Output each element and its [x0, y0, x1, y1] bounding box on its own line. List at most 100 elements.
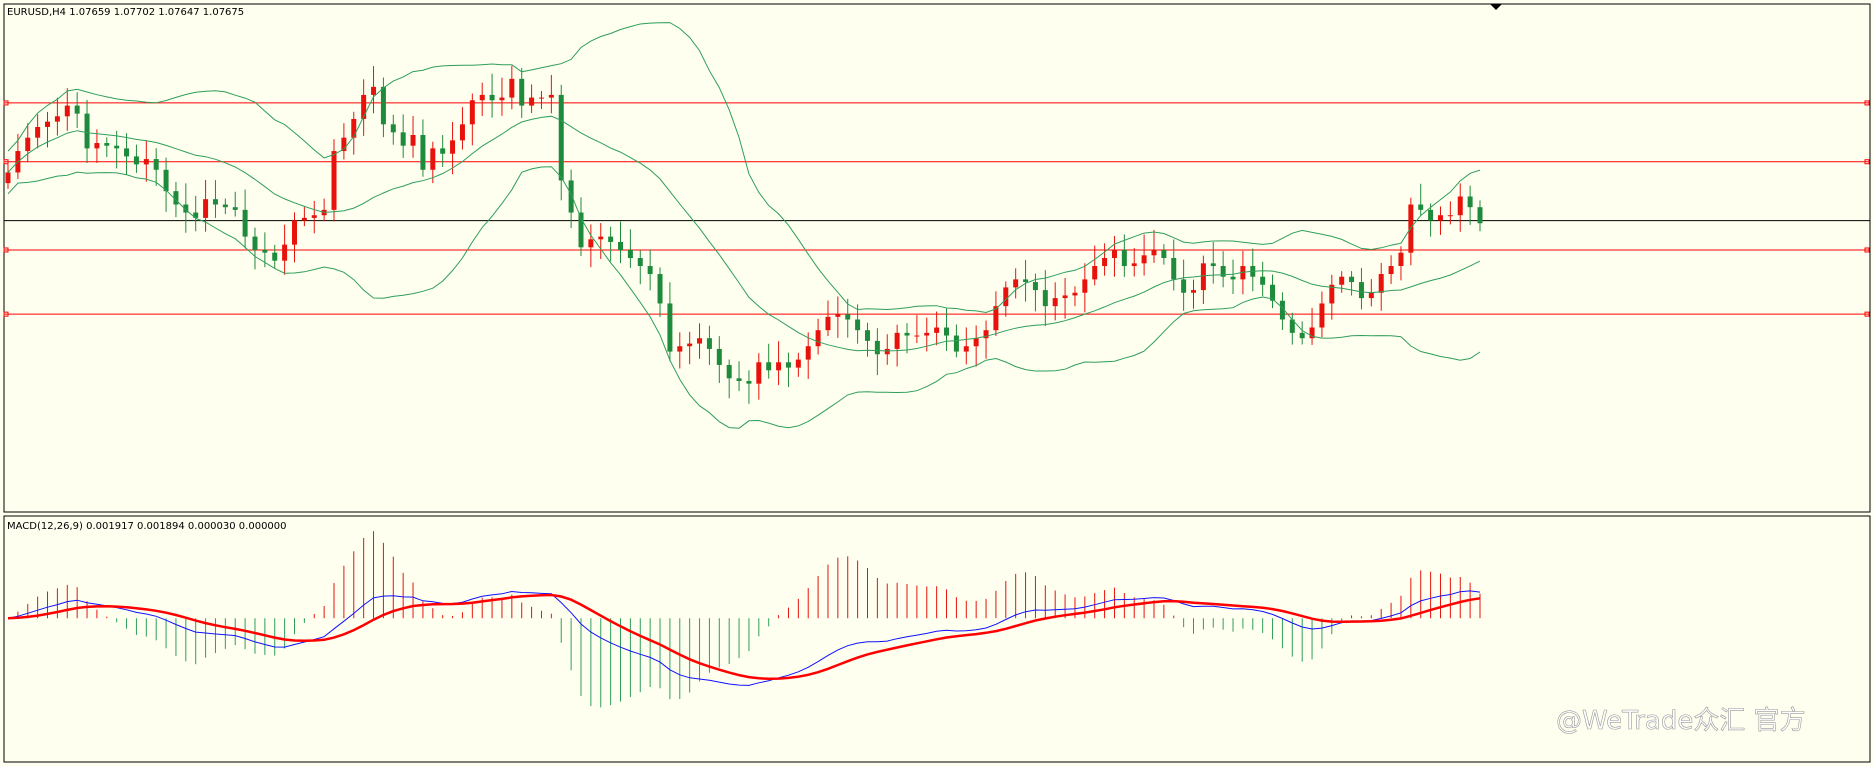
candle-body: [291, 220, 297, 245]
candle-body: [1092, 266, 1098, 280]
level-handle-left: [3, 247, 9, 253]
candle-body: [1102, 258, 1108, 267]
candle-body: [361, 94, 367, 119]
level-handle-left: [3, 100, 9, 106]
candle-body: [1230, 276, 1236, 280]
candle-body: [647, 266, 653, 275]
candle-body: [420, 135, 426, 170]
candle-body: [430, 148, 436, 170]
candle-body: [104, 143, 110, 146]
candle-body: [173, 191, 179, 205]
candle-body: [529, 97, 535, 106]
candle-body: [1181, 279, 1187, 293]
candle-body: [627, 249, 633, 258]
candle-body: [598, 236, 604, 240]
candle-body: [568, 180, 574, 213]
price-pane: [3, 3, 1871, 513]
candle-body: [1141, 255, 1147, 264]
candle-body: [864, 330, 870, 341]
macd-line: [7, 590, 1481, 686]
candle-body: [242, 209, 248, 237]
candle-body: [1111, 249, 1117, 258]
candle-body: [114, 145, 120, 149]
candle-body: [855, 319, 861, 331]
watermark: @WeTrade众汇 官方: [1556, 706, 1806, 736]
candle-body: [706, 338, 712, 349]
candle-body: [1358, 282, 1364, 299]
candle-body: [1082, 279, 1088, 293]
candle-body: [124, 148, 130, 157]
candle-body: [944, 327, 950, 336]
shift-marker-icon[interactable]: [1490, 4, 1502, 10]
candle-body: [756, 362, 762, 384]
bollinger-lower: [7, 166, 1481, 429]
candle-body: [212, 199, 218, 205]
candle-body: [351, 118, 357, 138]
candle-body: [1279, 300, 1285, 320]
candle-body: [953, 335, 959, 352]
candle-body: [1457, 196, 1463, 216]
candle-body: [74, 105, 80, 114]
candle-body: [1210, 263, 1216, 267]
candle-body: [1013, 279, 1019, 288]
candle-body: [716, 348, 722, 365]
candle-body: [983, 330, 989, 339]
candle-body: [35, 126, 41, 138]
candle-body: [282, 244, 288, 261]
candle-body: [1398, 252, 1404, 267]
candle-body: [874, 340, 880, 355]
candle-body: [538, 97, 544, 99]
candle-body: [963, 346, 969, 352]
candle-body: [657, 274, 663, 304]
candle-body: [776, 362, 782, 371]
candle-body: [469, 100, 475, 125]
candle-body: [746, 380, 752, 384]
candle-body: [934, 327, 940, 333]
candle-body: [1003, 287, 1009, 307]
candle-body: [766, 362, 772, 371]
candle-body: [331, 151, 337, 210]
candle-body: [1072, 292, 1078, 296]
candle-body: [94, 143, 100, 149]
candle-body: [1339, 276, 1345, 285]
candle-body: [677, 346, 683, 352]
bollinger-middle: [7, 115, 1481, 352]
candle-body: [1270, 284, 1276, 301]
candle-body: [1349, 276, 1355, 283]
candle-body: [618, 241, 624, 250]
candle-body: [697, 338, 703, 344]
candle-body: [1309, 327, 1315, 339]
candle-body: [1368, 292, 1374, 299]
candle-body: [795, 359, 801, 368]
candle-body: [1052, 298, 1058, 307]
candle-body: [25, 137, 31, 152]
candle-body: [410, 135, 416, 146]
candle-body: [785, 362, 791, 368]
candle-body: [993, 306, 999, 331]
candle-body: [884, 348, 890, 355]
candle-body: [578, 212, 584, 248]
candle-body: [5, 172, 11, 184]
bollinger-upper: [7, 22, 1481, 314]
candle-body: [1428, 209, 1434, 221]
candle-body: [54, 116, 60, 122]
candle-body: [84, 113, 90, 149]
candle-body: [1408, 204, 1414, 253]
candle-body: [1131, 263, 1137, 267]
candle-body: [400, 132, 406, 146]
candle-body: [608, 236, 614, 242]
candle-body: [459, 124, 465, 141]
candle-body: [637, 258, 643, 267]
candle-body: [1023, 279, 1029, 283]
candle-body: [262, 249, 268, 253]
candle-body: [1032, 282, 1038, 291]
candle-body: [1151, 249, 1157, 256]
candle-body: [341, 137, 347, 152]
candle-body: [1418, 204, 1424, 210]
level-handle-left: [3, 311, 9, 317]
candle-body: [232, 207, 238, 210]
candle-body: [1378, 274, 1384, 293]
level-handle-right: [1864, 159, 1870, 165]
candle-body: [1477, 207, 1483, 224]
candle-body: [64, 105, 70, 117]
